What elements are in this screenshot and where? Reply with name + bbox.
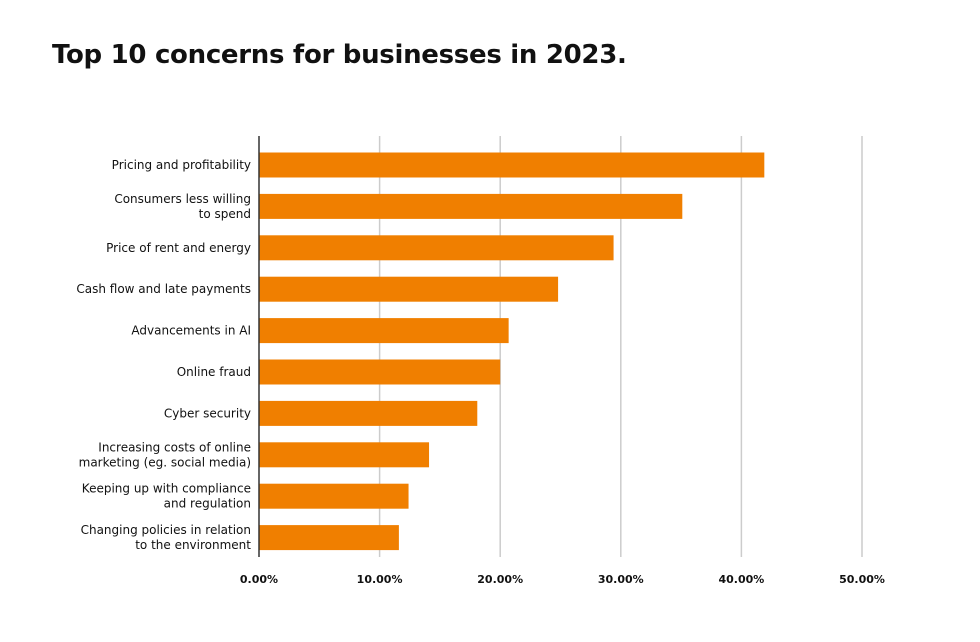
bar: [259, 193, 683, 219]
category-label: Price of rent and energy: [106, 241, 251, 255]
category-labels: Pricing and profitability Consumers less …: [76, 158, 251, 552]
category-label: Consumers less willing to spend: [114, 192, 251, 221]
category-label: Keeping up with compliance and regulation: [82, 482, 251, 511]
bar: [259, 400, 478, 426]
category-label: Changing policies in relation to the envi…: [81, 523, 252, 552]
bar: [259, 152, 765, 178]
x-tick-label: 50.00%: [839, 573, 885, 586]
x-tick-label: 20.00%: [477, 573, 523, 586]
bar: [259, 318, 509, 344]
bar: [259, 235, 614, 261]
category-label: Increasing costs of online marketing (eg.…: [79, 440, 251, 469]
bars: [259, 152, 765, 551]
x-tick-label: 0.00%: [240, 573, 278, 586]
x-tick-label: 40.00%: [718, 573, 764, 586]
bar: [259, 525, 399, 551]
bar: [259, 276, 559, 302]
x-tick-label: 10.00%: [357, 573, 403, 586]
x-tick-labels: 0.00% 10.00% 20.00% 30.00% 40.00% 50.00%: [240, 573, 885, 586]
chart-title: Top 10 concerns for businesses in 2023.: [52, 40, 627, 70]
category-label: Online fraud: [177, 365, 251, 379]
category-label: Advancements in AI: [131, 324, 251, 338]
x-tick-label: 30.00%: [598, 573, 644, 586]
bar: [259, 359, 501, 385]
category-label: Pricing and profitability: [112, 158, 251, 172]
category-label: Cash flow and late payments: [76, 282, 251, 296]
bar: [259, 442, 430, 468]
bar: [259, 483, 409, 509]
category-label: Cyber security: [164, 406, 251, 420]
